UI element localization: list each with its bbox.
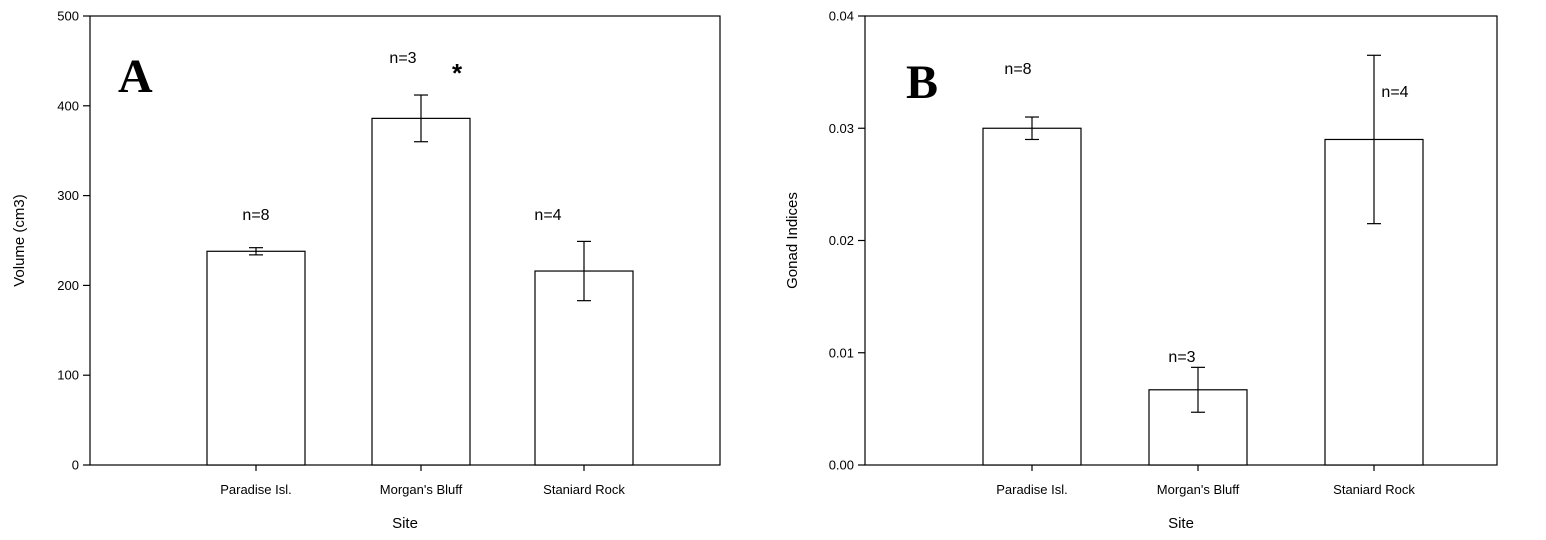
panel-label: A xyxy=(118,50,153,103)
y-tick-label: 200 xyxy=(57,278,79,293)
sample-size-label: n=3 xyxy=(1168,349,1195,366)
x-tick-label: Staniard Rock xyxy=(543,482,625,497)
panel-label: B xyxy=(906,56,938,109)
x-axis-label: Site xyxy=(392,515,418,532)
sample-size-label: n=8 xyxy=(1004,61,1031,78)
y-tick-label: 300 xyxy=(57,188,79,203)
x-tick-label: Staniard Rock xyxy=(1333,482,1415,497)
x-tick-label: Paradise Isl. xyxy=(220,482,292,497)
y-tick-label: 400 xyxy=(57,98,79,113)
bar xyxy=(206,250,306,466)
sample-size-label: n=4 xyxy=(1381,84,1408,101)
y-tick-label: 0.02 xyxy=(829,233,854,248)
bar xyxy=(371,117,471,466)
y-tick-label: 500 xyxy=(57,9,79,24)
sample-size-label: n=3 xyxy=(389,50,416,67)
x-tick-label: Paradise Isl. xyxy=(996,482,1068,497)
x-tick-label: Morgan's Bluff xyxy=(1157,482,1240,497)
y-tick-label: 0 xyxy=(72,458,79,473)
y-tick-label: 0.00 xyxy=(829,458,854,473)
y-axis-label: Volume (cm3) xyxy=(11,194,28,287)
bar xyxy=(982,127,1082,466)
y-tick-label: 0.01 xyxy=(829,345,854,360)
significance-marker: * xyxy=(452,58,463,88)
y-tick-label: 100 xyxy=(57,368,79,383)
sample-size-label: n=4 xyxy=(534,207,561,224)
bar xyxy=(534,270,634,466)
x-axis-label: Site xyxy=(1168,515,1194,532)
y-tick-label: 0.03 xyxy=(829,121,854,136)
sample-size-label: n=8 xyxy=(242,207,269,224)
x-tick-label: Morgan's Bluff xyxy=(380,482,463,497)
y-tick-label: 0.04 xyxy=(829,9,854,24)
y-axis-label: Gonad Indices xyxy=(784,192,801,289)
